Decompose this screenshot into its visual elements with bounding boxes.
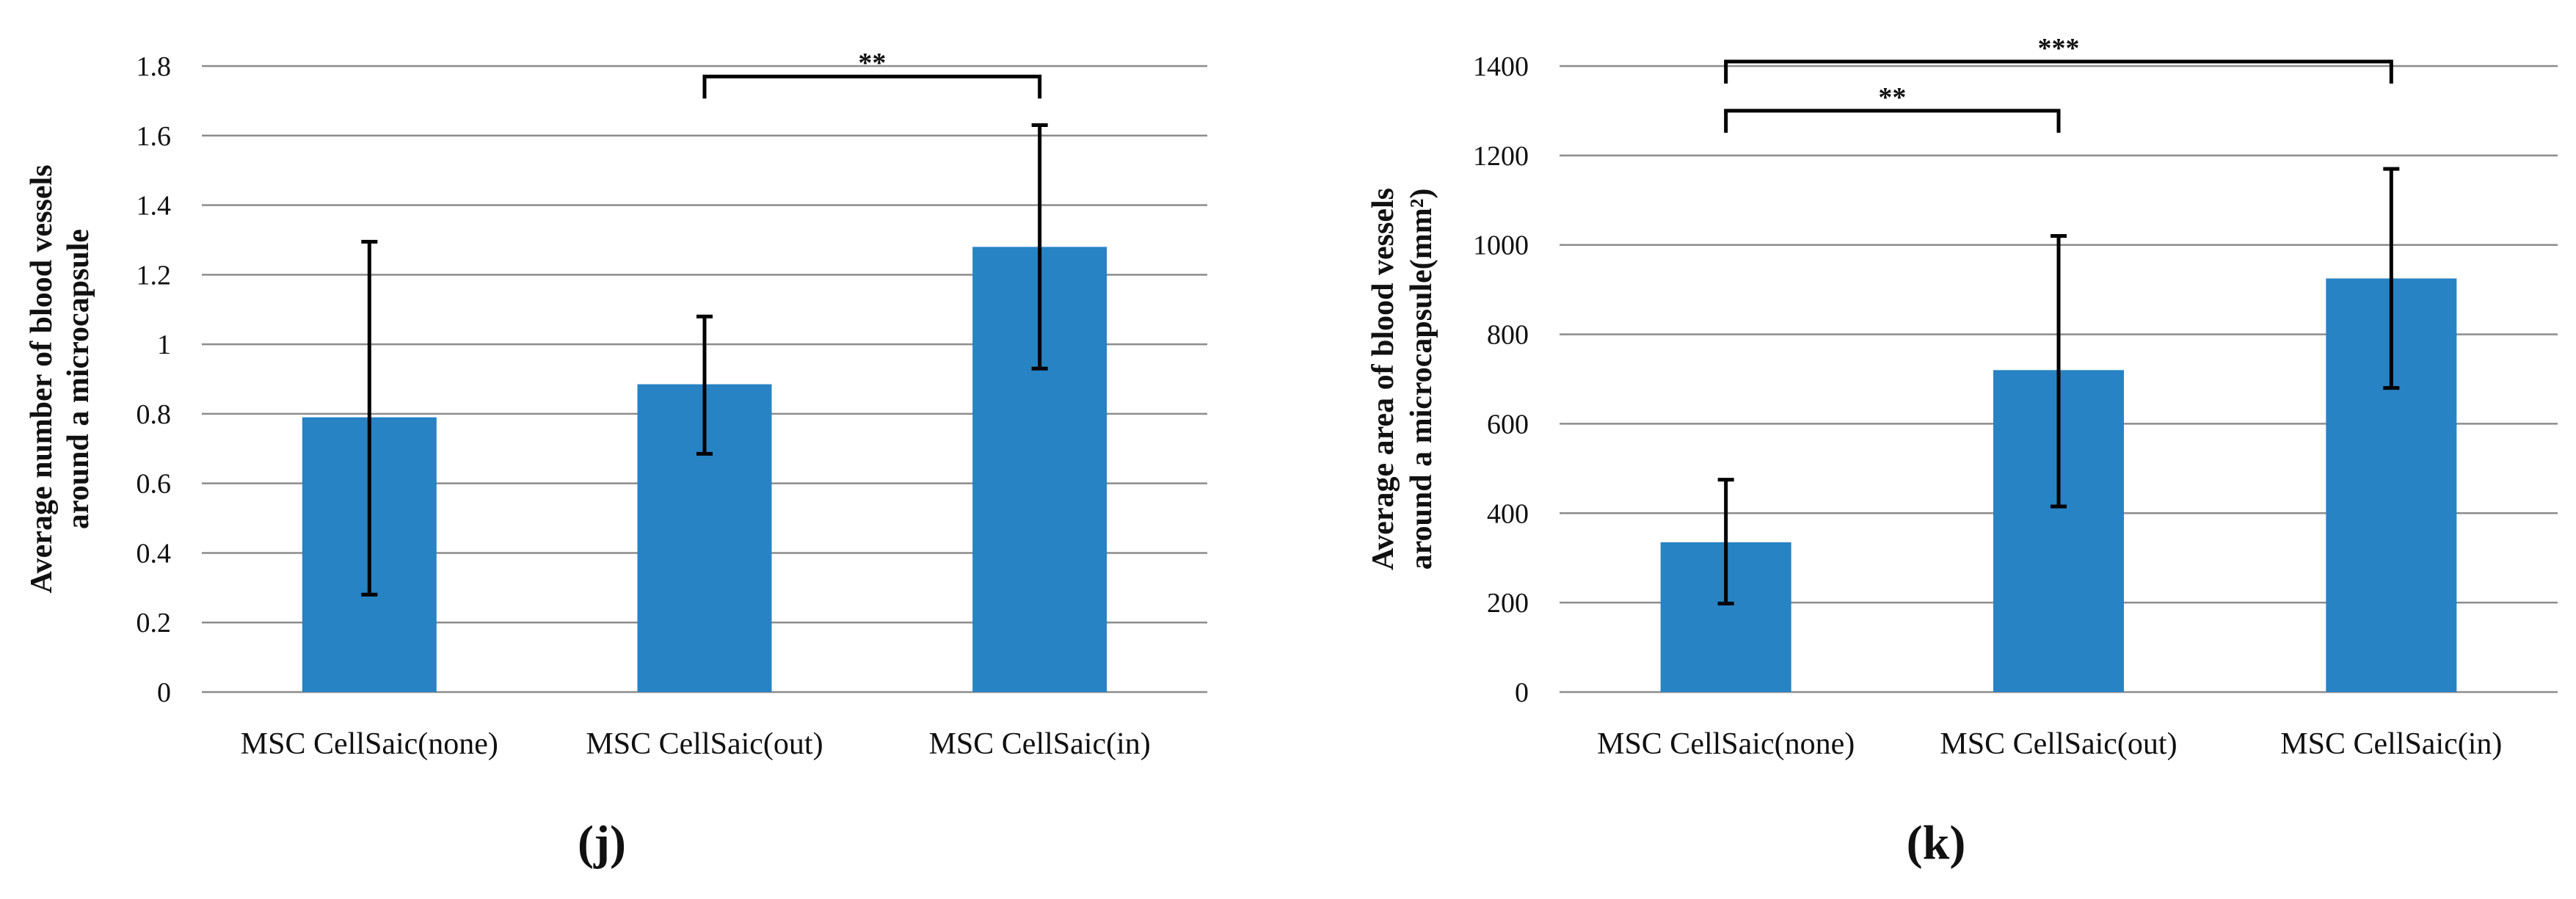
panel-label-k: (k) (1907, 816, 1966, 870)
y-axis-title-line-1: Average number of blood vessels (25, 164, 59, 593)
category-label-2: MSC CellSaic(out) (1940, 727, 2177, 761)
significance-label: ** (1878, 82, 1906, 113)
chart-j: 0 0.2 0.4 0.6 0.8 1 1.2 1.4 1.6 1.8 MSC CellSaic(n… (25, 48, 1207, 870)
y-tick-label: 0 (157, 677, 171, 708)
category-label-1: MSC CellSaic(none) (241, 727, 498, 761)
category-label-3: MSC CellSaic(in) (929, 727, 1151, 761)
y-tick-label: 1000 (1473, 230, 1529, 261)
y-tick-label: 1.2 (137, 260, 172, 291)
y-tick-label: 0.8 (137, 399, 172, 430)
y-tick-label: 0.4 (137, 538, 172, 569)
y-tick-label: 0 (1515, 677, 1529, 708)
panel-label-j: (j) (578, 816, 626, 870)
category-label-1: MSC CellSaic(none) (1597, 727, 1855, 761)
y-tick-label: 1 (157, 330, 171, 360)
y-tick-label: 800 (1487, 320, 1529, 351)
significance-bracket (1724, 59, 2393, 84)
y-axis-title-line-2: around a microcapsule(mm²) (1405, 189, 1438, 570)
significance-bracket (1724, 109, 2061, 133)
y-tick-label: 1.8 (137, 51, 172, 82)
y-tick-label: 200 (1487, 588, 1529, 619)
chart-k: 0 200 400 600 800 1000 1200 1400 MSC CellSaic(no… (1367, 33, 2558, 870)
y-tick-label: 0.2 (137, 608, 172, 638)
category-label-3: MSC CellSaic(in) (2280, 727, 2502, 761)
y-tick-label: 1400 (1473, 51, 1529, 82)
y-tick-label: 1200 (1473, 141, 1529, 172)
y-tick-label: 600 (1487, 409, 1529, 440)
y-tick-label: 0.6 (137, 469, 172, 500)
y-axis-title-line-1: Average area of blood vessels (1367, 188, 1400, 570)
y-tick-label: 400 (1487, 498, 1529, 529)
significance-bracket (702, 74, 1042, 99)
significance-label: *** (2038, 33, 2080, 64)
y-tick-label: 1.6 (137, 121, 172, 152)
y-axis-title-line-2: around a microcapsule (62, 229, 95, 529)
significance-label: ** (858, 48, 886, 79)
category-label-2: MSC CellSaic(out) (586, 727, 823, 761)
y-tick-label: 1.4 (137, 191, 172, 222)
